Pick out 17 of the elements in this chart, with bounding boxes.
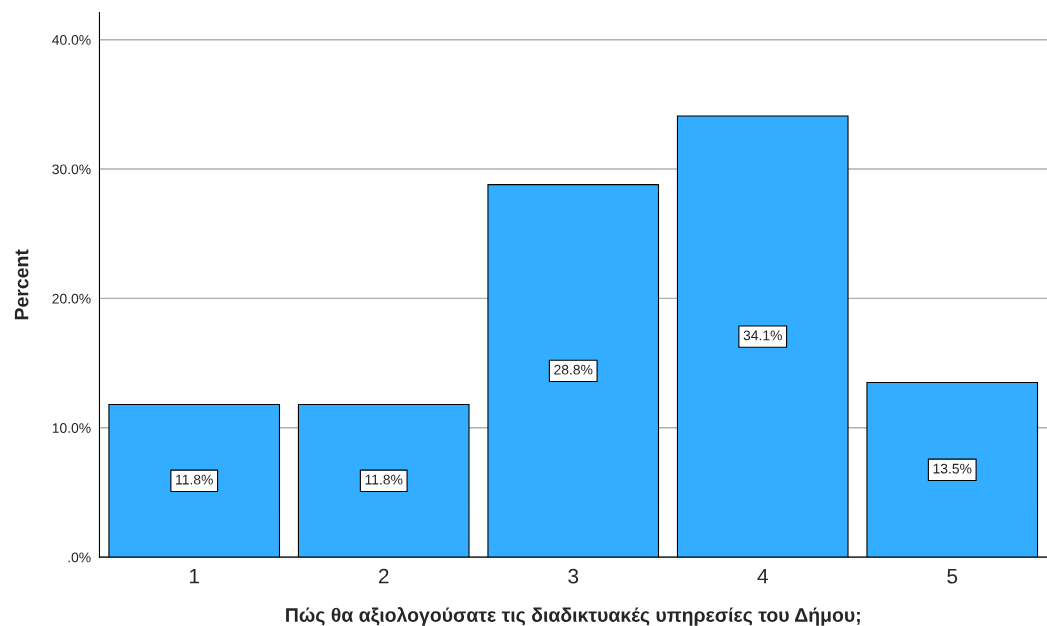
x-tick-label: 2 <box>378 568 389 584</box>
y-tick-label: .0% <box>68 552 91 563</box>
data-label: 13.5% <box>933 463 972 474</box>
y-axis-title: Percent <box>14 249 29 320</box>
data-label: 11.8% <box>365 474 403 485</box>
data-label: 28.8% <box>554 364 593 375</box>
data-label: 11.8% <box>176 474 213 485</box>
y-tick-label: 20.0% <box>52 293 91 304</box>
x-tick-label: 3 <box>568 568 579 584</box>
x-tick-label: 5 <box>947 569 958 584</box>
data-label: 34.1% <box>743 330 782 341</box>
x-tick-label: 1 <box>190 569 199 584</box>
y-tick-label: 30.0% <box>52 164 91 175</box>
x-tick-label: 4 <box>757 569 768 584</box>
y-tick-label: 10.0% <box>52 423 91 433</box>
x-axis-title: Πώς θα αξιολογούσατε τις διαδικτυακές υπηρεσίες του Δήμου; <box>286 607 860 626</box>
y-tick-label: 40.0% <box>52 35 91 45</box>
